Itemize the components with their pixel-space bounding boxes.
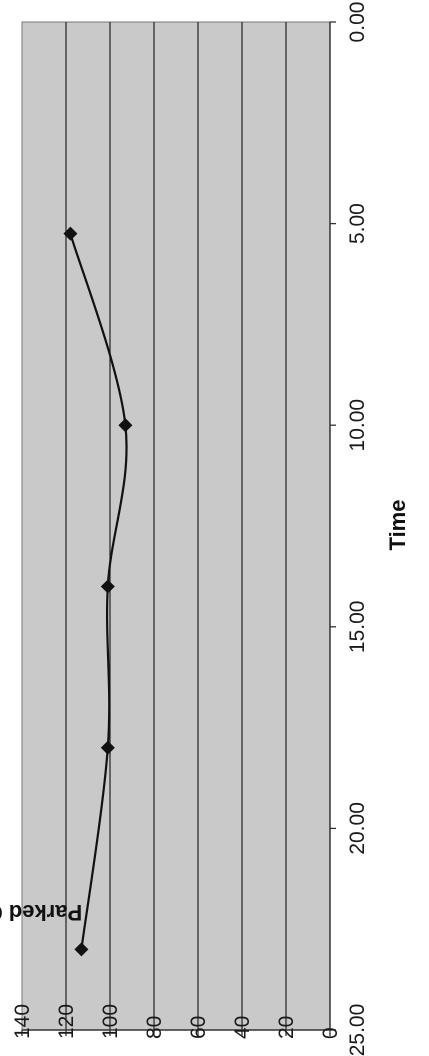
axes: [21, 21, 336, 1036]
x-tick-label: 0.00: [346, 2, 369, 43]
x-tick-label: 15.00: [346, 601, 369, 654]
data-point: [100, 579, 115, 594]
y-tick-label: 60: [187, 1016, 210, 1039]
y-tick-label: 40: [231, 1016, 254, 1039]
data-point: [118, 418, 133, 433]
data-point: [100, 740, 115, 755]
y-tick-label: 0: [319, 1027, 342, 1039]
y-tick-label: 100: [99, 1004, 122, 1039]
data-point: [63, 226, 78, 241]
y-axis-title: Parked Cars: [0, 900, 82, 925]
x-tick-label: 5.00: [346, 203, 369, 244]
y-tick-label: 80: [143, 1016, 166, 1039]
plot-area: [21, 21, 331, 1031]
x-tick-label: 25.00: [346, 1004, 369, 1056]
gridlines: [65, 22, 287, 1030]
x-axis-title: Time: [385, 500, 410, 551]
y-tick-label: 20: [275, 1016, 298, 1039]
y-tick-label: 140: [11, 1004, 34, 1039]
series-markers: [63, 226, 133, 957]
data-point: [74, 942, 89, 957]
y-tick-label: 120: [55, 1004, 78, 1039]
x-tick-label: 20.00: [346, 802, 369, 855]
tick-labels: 0.00 5.00 10.00 15.00 20.00 25.00 0 20 40 60 80 100…: [11, 2, 369, 1056]
x-tick-label: 10.00: [346, 399, 369, 452]
